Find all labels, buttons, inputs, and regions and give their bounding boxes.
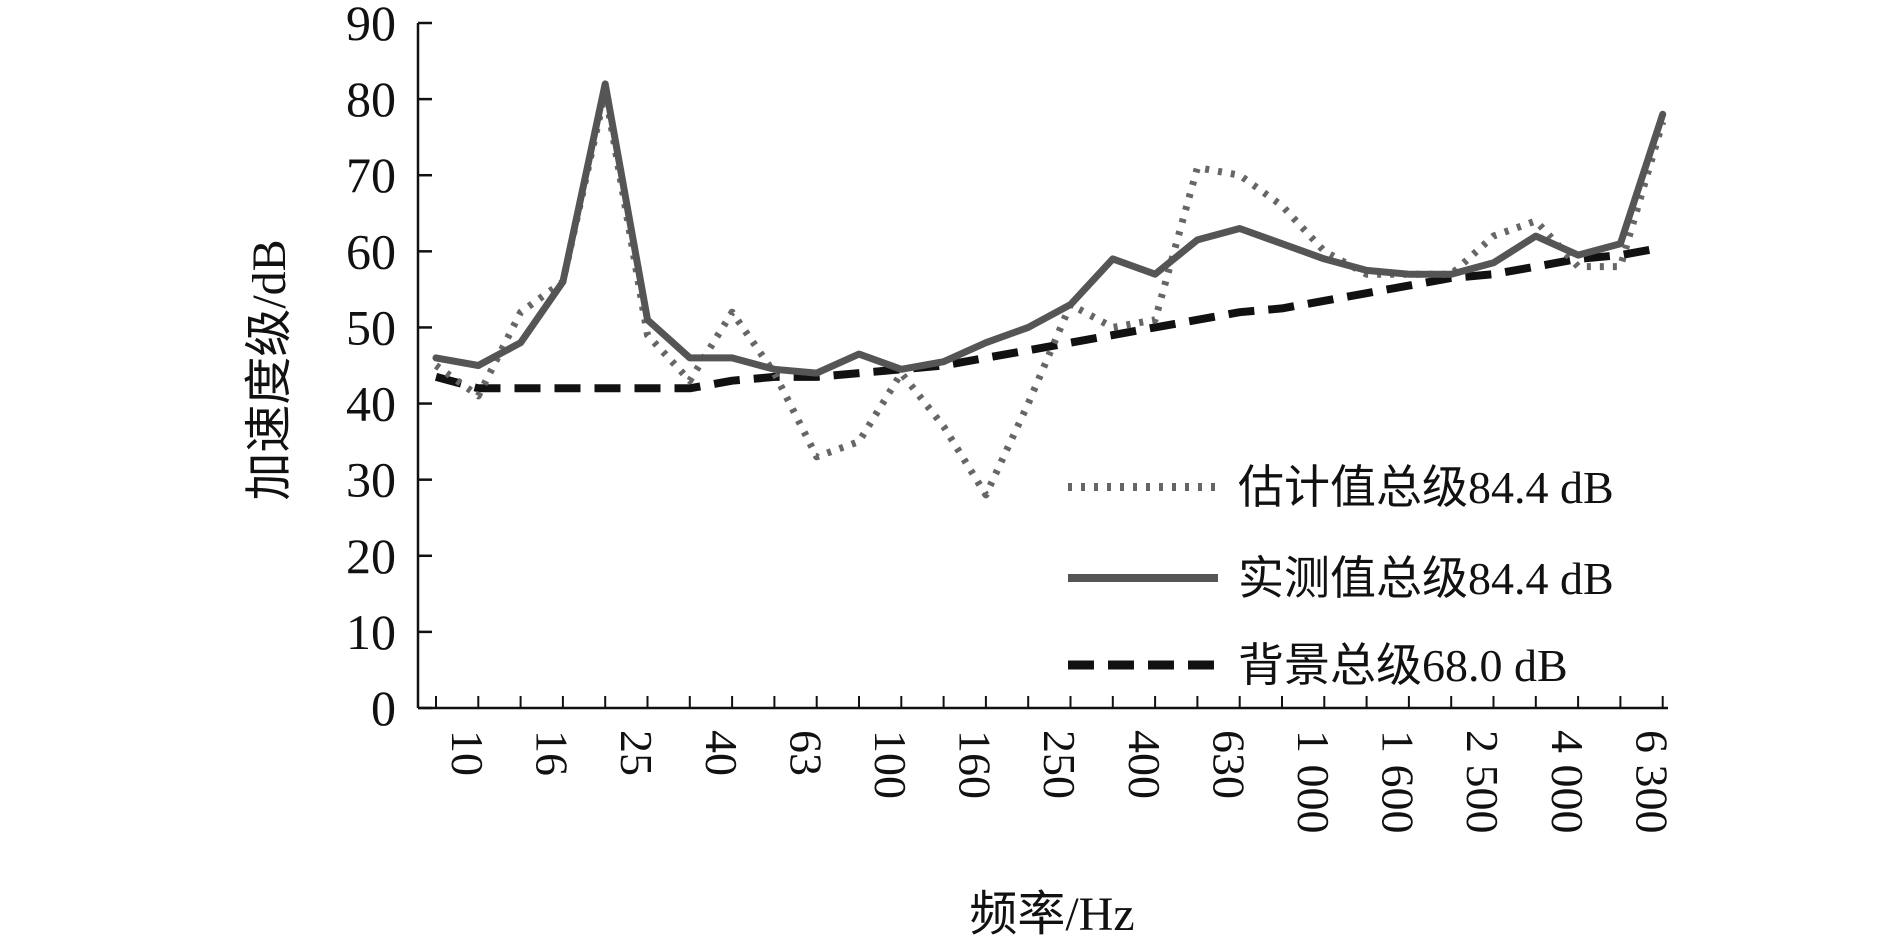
axes: 0 10 20 30 40 50 60 70 80 90 10 16 25 40 63 100 160 250 40… bbox=[346, 0, 1677, 834]
x-axis-title: 频率/Hz bbox=[969, 888, 1134, 941]
x-tick-label: 100 bbox=[865, 730, 916, 799]
x-tick-label: 630 bbox=[1203, 730, 1254, 799]
y-tick-label: 10 bbox=[346, 604, 396, 660]
y-tick-label: 30 bbox=[346, 452, 396, 508]
x-tick-label: 6 300 bbox=[1626, 730, 1677, 834]
y-tick-label: 90 bbox=[346, 0, 396, 51]
x-tick-label: 25 bbox=[611, 730, 662, 776]
y-tick-label: 80 bbox=[346, 71, 396, 127]
x-tick-label: 250 bbox=[1034, 730, 1085, 799]
y-tick-label: 40 bbox=[346, 376, 396, 432]
y-tick-label: 70 bbox=[346, 147, 396, 203]
x-tick-label: 2 500 bbox=[1457, 730, 1508, 834]
y-tick-label: 50 bbox=[346, 299, 396, 355]
x-tick-label: 40 bbox=[696, 730, 747, 776]
y-axis-title: 加速度级/dB bbox=[243, 239, 296, 500]
x-tick-label: 400 bbox=[1119, 730, 1170, 799]
y-tick-label: 20 bbox=[346, 528, 396, 584]
legend-label: 实测值总级84.4 dB bbox=[1238, 553, 1614, 604]
x-tick-label: 16 bbox=[527, 730, 578, 776]
x-tick-label: 160 bbox=[950, 730, 1001, 799]
legend-label: 估计值总级84.4 dB bbox=[1238, 462, 1614, 513]
y-tick-label: 0 bbox=[371, 680, 396, 736]
series-lines bbox=[432, 80, 1667, 499]
series-line-dashed bbox=[434, 243, 1664, 393]
y-tick-label: 60 bbox=[346, 223, 396, 279]
x-tick-label: 10 bbox=[442, 730, 493, 776]
series-line-solid bbox=[432, 80, 1667, 377]
x-tick-label: 1 600 bbox=[1373, 730, 1424, 834]
legend-label: 背景总级68.0 dB bbox=[1238, 640, 1568, 691]
x-tick-label: 1 000 bbox=[1288, 730, 1339, 834]
x-tick-label: 4 000 bbox=[1542, 730, 1593, 834]
legend: 估计值总级84.4 dB 实测值总级84.4 dB 背景总级68.0 dB bbox=[1068, 462, 1614, 691]
x-tick-label: 63 bbox=[780, 730, 831, 776]
